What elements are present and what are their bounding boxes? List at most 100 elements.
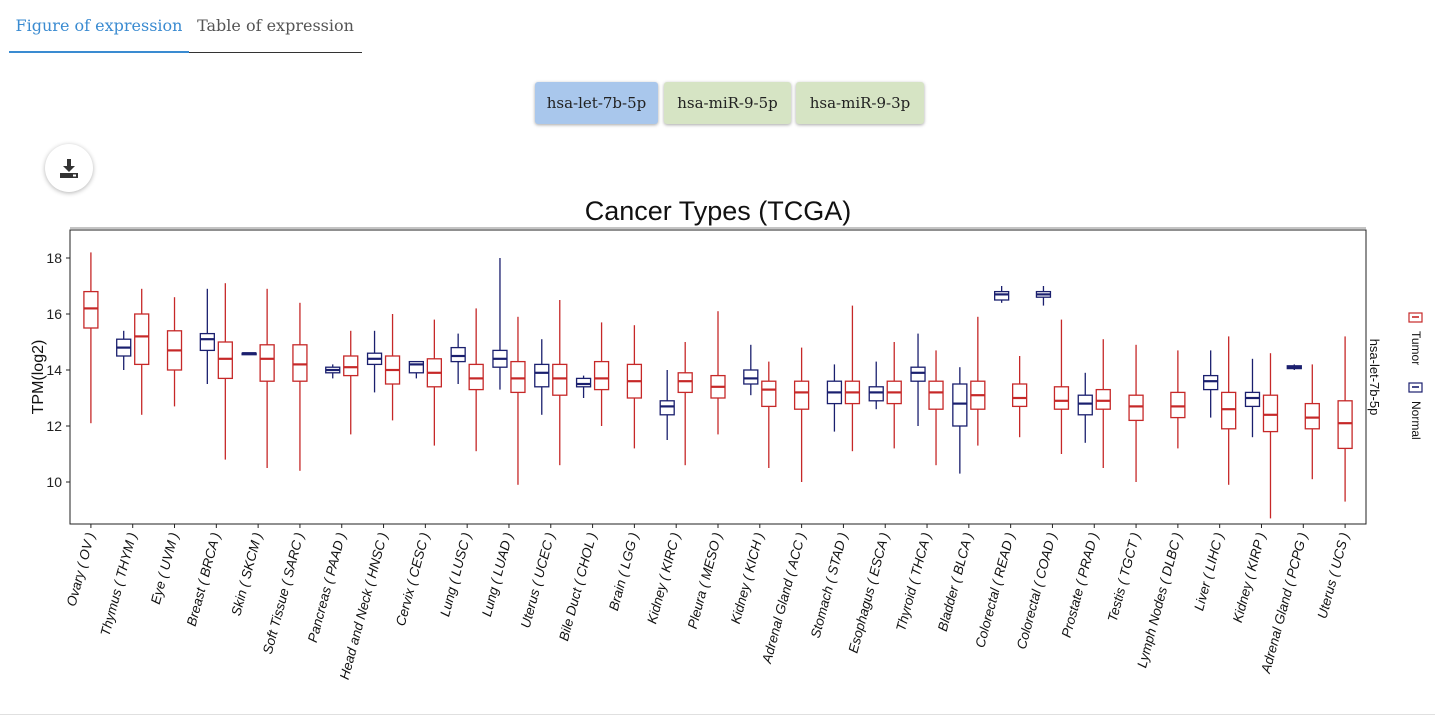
x-tick-label: Stomach ( STAD ) (808, 531, 851, 640)
normal-box (492, 258, 508, 390)
x-tick-label: Adrenal Gland ( ACC ) (759, 531, 809, 666)
tumor-iqr-box (677, 372, 693, 394)
tumor-box (166, 297, 183, 407)
tumor-iqr-box (1053, 386, 1070, 410)
chart-title: Cancer Types (TCGA) (585, 196, 852, 226)
tumor-iqr-box (292, 344, 308, 382)
y-tick-label: 10 (46, 474, 62, 490)
tumor-box (1304, 364, 1320, 480)
boxplot-chart: Cancer Types (TCGA) 10 12 14 16 18 TPM(log2)… (30, 196, 1423, 681)
normal-box (1203, 350, 1219, 418)
tumor-box (426, 319, 443, 446)
tumor-box (552, 300, 568, 466)
tumor-box (761, 361, 777, 468)
tumor-box (1011, 356, 1028, 438)
tumor-box (928, 350, 944, 466)
y-tick-label: 18 (46, 250, 62, 266)
mirna-button-mir-9-3p[interactable]: hsa-miR-9-3p (796, 82, 924, 124)
x-tick-label: Bladder ( BLCA ) (935, 531, 976, 633)
normal-iqr-box (450, 346, 466, 363)
normal-box (868, 361, 884, 410)
normal-box (534, 339, 550, 415)
tumor-box (259, 288, 275, 468)
x-tick-label: Prostate ( PRAD ) (1059, 531, 1101, 639)
tumor-iqr-box (134, 313, 150, 366)
normal-iqr-box (1077, 394, 1093, 416)
x-tick-label: Esophagus ( ESCA ) (846, 531, 893, 655)
expression-tabs: Figure of expression Table of expression (9, 0, 362, 53)
tumor-box (510, 316, 526, 485)
tumor-iqr-box (1128, 394, 1144, 422)
x-tick-label: Breast ( BRCA ) (184, 531, 223, 628)
normal-box (1286, 364, 1302, 370)
x-tick-label: Adrenal Gland ( PCPG ) (1258, 531, 1310, 676)
x-tick-label: Lung ( LUSC ) (437, 531, 474, 618)
tumor-box (292, 302, 308, 471)
mirna-button-mir-9-5p[interactable]: hsa-miR-9-5p (664, 82, 791, 124)
normal-box (743, 344, 759, 396)
y-tick-label: 14 (46, 362, 62, 378)
tumor-iqr-box (1095, 388, 1111, 410)
x-tick-label: Thymus ( THYM ) (98, 531, 140, 638)
x-tick-label: Testis ( TGCT ) (1105, 531, 1143, 624)
normal-iqr-box (952, 383, 968, 427)
download-icon (60, 159, 78, 178)
x-axis-labels: Ovary ( OV ) Thymus ( THYM ) Eye ( UVM ) Br… (64, 524, 1352, 681)
tumor-iqr-box (343, 355, 359, 377)
tumor-box (1053, 319, 1070, 454)
boxes-layer (83, 252, 1353, 519)
tumor-iqr-box (1221, 391, 1237, 430)
x-tick-label: Uterus ( UCS ) (1315, 531, 1352, 620)
x-tick-label: Ovary ( OV ) (64, 531, 98, 608)
tumor-box (677, 342, 693, 466)
normal-box (116, 330, 132, 370)
tumor-box (1221, 336, 1237, 485)
x-tick-label: Uterus ( UCEC ) (518, 531, 558, 630)
tumor-box (793, 347, 810, 482)
normal-box (325, 364, 341, 379)
y-tick-label: 16 (46, 306, 62, 322)
tumor-box (134, 288, 150, 415)
tab-figure-of-expression[interactable]: Figure of expression (9, 0, 189, 53)
normal-iqr-box (743, 369, 759, 385)
tumor-box (1095, 339, 1111, 468)
tumor-iqr-box (761, 380, 777, 408)
tumor-box (1337, 336, 1353, 502)
tumor-iqr-box (593, 360, 610, 391)
normal-iqr-box (199, 332, 215, 352)
x-tick-label: Soft Tissue ( SARC ) (260, 531, 307, 656)
tumor-box (83, 252, 99, 424)
tab-table-of-expression[interactable]: Table of expression (197, 16, 354, 35)
tumor-box (1262, 353, 1279, 519)
normal-box (408, 360, 425, 379)
x-tick-label: Kidney ( KICH ) (728, 531, 767, 625)
tumor-box (710, 311, 726, 435)
tumor-iqr-box (510, 360, 526, 394)
y-tick-label: 12 (46, 418, 62, 434)
y-axis-label: TPM(log2) (30, 340, 47, 415)
tumor-box (343, 330, 359, 435)
tumor-box (468, 308, 484, 452)
tumor-iqr-box (928, 380, 944, 410)
normal-iqr-box (408, 360, 425, 374)
normal-box (366, 330, 383, 393)
tumor-iqr-box (83, 290, 99, 329)
normal-box (1244, 358, 1261, 438)
tumor-iqr-box (1170, 391, 1186, 419)
normal-box (993, 286, 1010, 303)
x-tick-label: Kidney ( KIRP ) (1230, 531, 1268, 624)
download-button[interactable] (45, 144, 93, 192)
page-divider (0, 714, 1435, 715)
tumor-box (886, 342, 902, 449)
legend-entry-normal: Normal (1408, 382, 1423, 440)
mirna-button-let-7b-5p[interactable]: hsa-let-7b-5p (535, 82, 658, 124)
legend-label: Tumor (1409, 331, 1423, 365)
x-tick-label: Cervix ( CESC ) (393, 531, 432, 628)
x-tick-label: Thyroid ( THCA ) (893, 531, 934, 633)
tumor-box (1170, 350, 1186, 449)
tumor-box (626, 325, 643, 449)
normal-box (575, 375, 592, 398)
x-tick-label: Skin ( SKCM ) (228, 531, 265, 617)
normal-box (450, 333, 466, 384)
tumor-box (384, 314, 401, 421)
